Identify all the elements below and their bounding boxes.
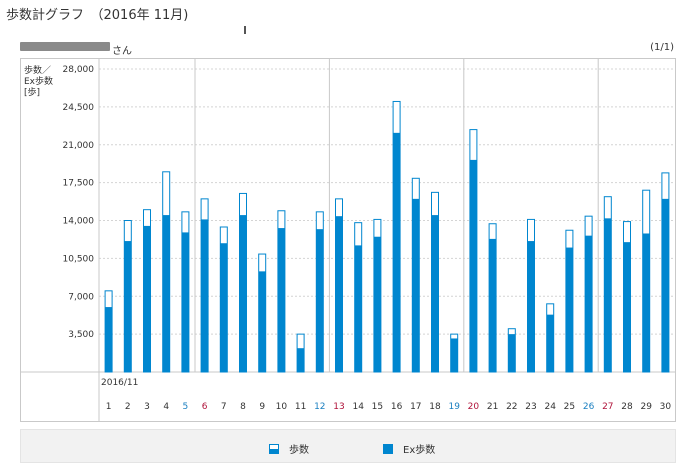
- bar-ex-steps: [124, 241, 132, 372]
- x-tick-label: 15: [372, 402, 383, 412]
- bar-ex-steps: [181, 232, 189, 372]
- x-tick-label: 2: [125, 402, 131, 412]
- x-tick-label: 21: [487, 402, 498, 412]
- x-tick-label: 28: [621, 402, 633, 412]
- bar-ex-steps: [220, 243, 228, 372]
- bar-ex-steps: [585, 235, 593, 372]
- bar-ex-steps: [201, 219, 209, 372]
- x-tick-label: 18: [429, 402, 441, 412]
- x-tick-label: 25: [564, 402, 575, 412]
- x-tick-label: 17: [410, 402, 421, 412]
- legend: 歩数 Ex歩数: [20, 429, 676, 463]
- bar-ex-steps: [105, 307, 113, 372]
- x-tick-label: 29: [640, 402, 652, 412]
- bar-ex-steps: [373, 236, 381, 372]
- y-tick-label: 3,500: [68, 330, 94, 340]
- legend-label-ex-steps: Ex歩数: [403, 445, 436, 456]
- x-tick-label: 23: [525, 402, 536, 412]
- bar-ex-steps: [431, 215, 439, 372]
- bar-ex-steps: [258, 271, 266, 372]
- user-name-suffix: さん: [112, 46, 132, 57]
- y-axis-label: 歩数／ Ex歩数 [歩]: [24, 66, 53, 99]
- bar-ex-steps: [450, 338, 458, 372]
- bar-ex-steps: [316, 229, 324, 372]
- y-tick-label: 14,000: [63, 217, 95, 227]
- x-tick-label: 8: [240, 402, 246, 412]
- x-tick-label: 14: [352, 402, 364, 412]
- bar-ex-steps: [354, 245, 362, 372]
- bar-ex-steps: [527, 241, 535, 372]
- divider-marker: [244, 26, 246, 34]
- legend-label-steps: 歩数: [289, 445, 309, 456]
- bar-ex-steps: [508, 334, 516, 372]
- bar-ex-steps: [239, 215, 247, 372]
- x-tick-label: 20: [468, 402, 480, 412]
- x-tick-label: 22: [506, 402, 517, 412]
- month-label: 2016/11: [101, 378, 138, 388]
- x-tick-label: 10: [276, 402, 288, 412]
- legend-item-steps: 歩数: [269, 441, 309, 456]
- y-tick-label: 10,500: [63, 254, 95, 264]
- bar-ex-steps: [642, 233, 650, 372]
- bar-ex-steps: [162, 215, 170, 372]
- bar-ex-steps: [489, 238, 497, 372]
- page-indicator: (1/1): [650, 42, 674, 53]
- x-tick-label: 1: [106, 402, 112, 412]
- x-tick-label: 16: [391, 402, 403, 412]
- y-tick-label: 24,500: [63, 103, 95, 113]
- bar-ex-steps: [661, 198, 669, 372]
- bar-ex-steps: [143, 225, 151, 372]
- user-row: さん (1/1): [20, 42, 676, 57]
- y-tick-label: 21,000: [63, 141, 95, 151]
- x-tick-label: 3: [144, 402, 150, 412]
- bar-ex-steps: [565, 247, 573, 372]
- x-tick-label: 19: [448, 402, 460, 412]
- page-title: 歩数計グラフ （2016年 11月): [6, 8, 189, 23]
- step-chart: 3,500 7,000 10,500 14,000 17,500 21,000 24,500…: [21, 59, 675, 421]
- chart-frame: 3,500 7,000 10,500 14,000 17,500 21,000 24,500…: [20, 58, 676, 422]
- x-tick-label: 27: [602, 402, 613, 412]
- redacted-user-name: [20, 42, 110, 51]
- legend-item-ex-steps: Ex歩数: [383, 441, 435, 456]
- x-tick-label: 26: [583, 402, 595, 412]
- bar-ex-steps: [412, 198, 420, 372]
- y-tick-label: 17,500: [63, 179, 95, 189]
- x-tick-label: 6: [202, 402, 208, 412]
- x-tick-label: 13: [333, 402, 344, 412]
- x-tick-label: 9: [259, 402, 265, 412]
- x-tick-label: 5: [183, 402, 189, 412]
- x-tick-label: 30: [660, 402, 672, 412]
- x-tick-label: 7: [221, 402, 227, 412]
- bar-ex-steps: [604, 218, 612, 372]
- y-tick-label: 7,000: [68, 292, 94, 302]
- y-tick-label: 28,000: [63, 65, 95, 75]
- bar-ex-steps: [469, 159, 477, 372]
- x-tick-label: 12: [314, 402, 325, 412]
- x-tick-label: 24: [544, 402, 556, 412]
- bar-ex-steps: [297, 348, 305, 372]
- bar-ex-steps: [546, 314, 554, 372]
- y-axis-label-line: [歩]: [24, 88, 41, 98]
- steps-swatch-icon: [269, 443, 279, 454]
- x-tick-label: 11: [295, 402, 306, 412]
- y-axis-label-line: Ex歩数: [24, 77, 54, 87]
- bar-ex-steps: [393, 132, 401, 372]
- bar-ex-steps: [623, 242, 631, 372]
- y-axis-label-line: 歩数／: [24, 66, 52, 76]
- bar-ex-steps: [335, 216, 343, 372]
- ex-steps-swatch-icon: [383, 443, 393, 454]
- x-tick-label: 4: [163, 402, 169, 412]
- bar-ex-steps: [277, 228, 285, 372]
